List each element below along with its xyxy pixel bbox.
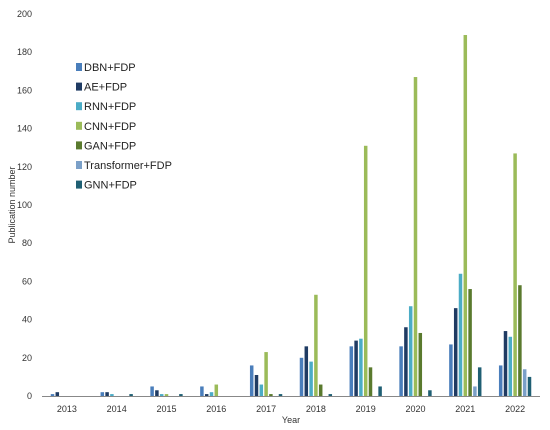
- bar: [204, 394, 209, 396]
- bar: [299, 357, 304, 396]
- x-tick-label: 2016: [206, 404, 226, 414]
- x-tick-label: 2017: [256, 404, 276, 414]
- bar: [304, 346, 309, 396]
- bar: [473, 386, 477, 396]
- bar: [214, 384, 219, 396]
- bar: [259, 384, 264, 396]
- legend-swatch: [76, 180, 82, 189]
- bar: [449, 344, 453, 396]
- legend: DBN+FDP AE+FDP RNN+FDP CNN+FDP GAN+FDP Transf…: [76, 62, 172, 192]
- y-tick-label: 0: [27, 391, 32, 401]
- bar: [309, 361, 313, 396]
- bar: [200, 386, 204, 396]
- y-tick-label: 120: [17, 162, 32, 172]
- bar: [318, 384, 323, 396]
- bar: [413, 77, 418, 396]
- y-tick-labels: 0 20 40 60 80 100 120 140 160 180 200: [17, 9, 32, 401]
- bar: [105, 392, 109, 396]
- y-tick-label: 160: [17, 85, 32, 95]
- bar: [179, 394, 183, 396]
- y-tick-label: 200: [17, 9, 32, 19]
- bar: [527, 376, 532, 396]
- bar: [159, 394, 164, 396]
- y-axis-label: Publication number: [7, 166, 17, 243]
- legend-label: RNN+FDP: [84, 101, 136, 113]
- bar: [50, 394, 55, 396]
- bar: [100, 392, 105, 396]
- x-tick-label: 2020: [405, 404, 425, 414]
- legend-label: DBN+FDP: [84, 62, 136, 74]
- bar: [518, 285, 522, 396]
- bar: [254, 374, 259, 396]
- bar: [378, 386, 382, 396]
- bar: [150, 386, 154, 396]
- bars: [50, 35, 532, 396]
- x-axis-label: Year: [282, 415, 300, 425]
- x-tick-label: 2013: [57, 404, 77, 414]
- bar: [55, 392, 60, 396]
- y-tick-label: 60: [22, 276, 32, 286]
- x-tick-label: 2015: [156, 404, 176, 414]
- legend-swatch: [76, 102, 82, 111]
- legend-swatch: [76, 82, 82, 91]
- legend-swatch: [76, 161, 82, 169]
- y-tick-label: 80: [22, 238, 32, 248]
- bar: [463, 35, 468, 396]
- y-tick-label: 140: [17, 124, 32, 134]
- bar: [264, 352, 268, 396]
- bar: [428, 390, 432, 396]
- bar: [328, 394, 333, 396]
- x-tick-label: 2018: [306, 404, 326, 414]
- bar: [164, 394, 169, 396]
- bar: [314, 294, 318, 396]
- bar: [249, 365, 254, 396]
- x-tick-label: 2014: [107, 404, 127, 414]
- x-tick-label: 2022: [505, 404, 525, 414]
- bar: [508, 336, 513, 396]
- bar: [110, 394, 114, 396]
- legend-label: GAN+FDP: [84, 140, 136, 152]
- y-tick-label: 180: [17, 47, 32, 57]
- legend-label: CNN+FDP: [84, 121, 136, 133]
- bar: [363, 145, 368, 396]
- bar: [418, 332, 423, 396]
- legend-label: GNN+FDP: [84, 180, 137, 192]
- bar: [513, 153, 517, 396]
- bar: [269, 394, 273, 396]
- bar: [368, 367, 373, 396]
- bar: [359, 338, 363, 396]
- legend-swatch: [76, 121, 82, 130]
- bar: [458, 273, 463, 396]
- bar: [498, 365, 503, 396]
- bar: [453, 308, 458, 396]
- legend-swatch: [76, 63, 82, 71]
- bar: [349, 346, 354, 396]
- bar: [155, 390, 159, 396]
- bar: [408, 306, 413, 396]
- bar: [209, 392, 214, 396]
- bar: [468, 289, 472, 396]
- y-tick-label: 100: [17, 200, 32, 210]
- bar: [278, 394, 283, 396]
- bar: [129, 394, 133, 396]
- x-tick-labels: 2013 2014 2015 2016 2017 2018 2019 2020 2021 2022: [57, 404, 525, 414]
- legend-swatch: [76, 141, 82, 150]
- y-tick-label: 40: [22, 315, 32, 325]
- bar: [404, 327, 408, 396]
- bar: [503, 331, 508, 396]
- bar: [399, 346, 403, 396]
- legend-label: AE+FDP: [84, 82, 127, 94]
- bar: [522, 369, 527, 396]
- legend-label: Transformer+FDP: [84, 160, 172, 172]
- x-tick-label: 2019: [356, 404, 376, 414]
- x-tick-label: 2021: [455, 404, 475, 414]
- bar: [477, 367, 482, 396]
- bar: [354, 340, 358, 396]
- y-tick-label: 20: [22, 353, 32, 363]
